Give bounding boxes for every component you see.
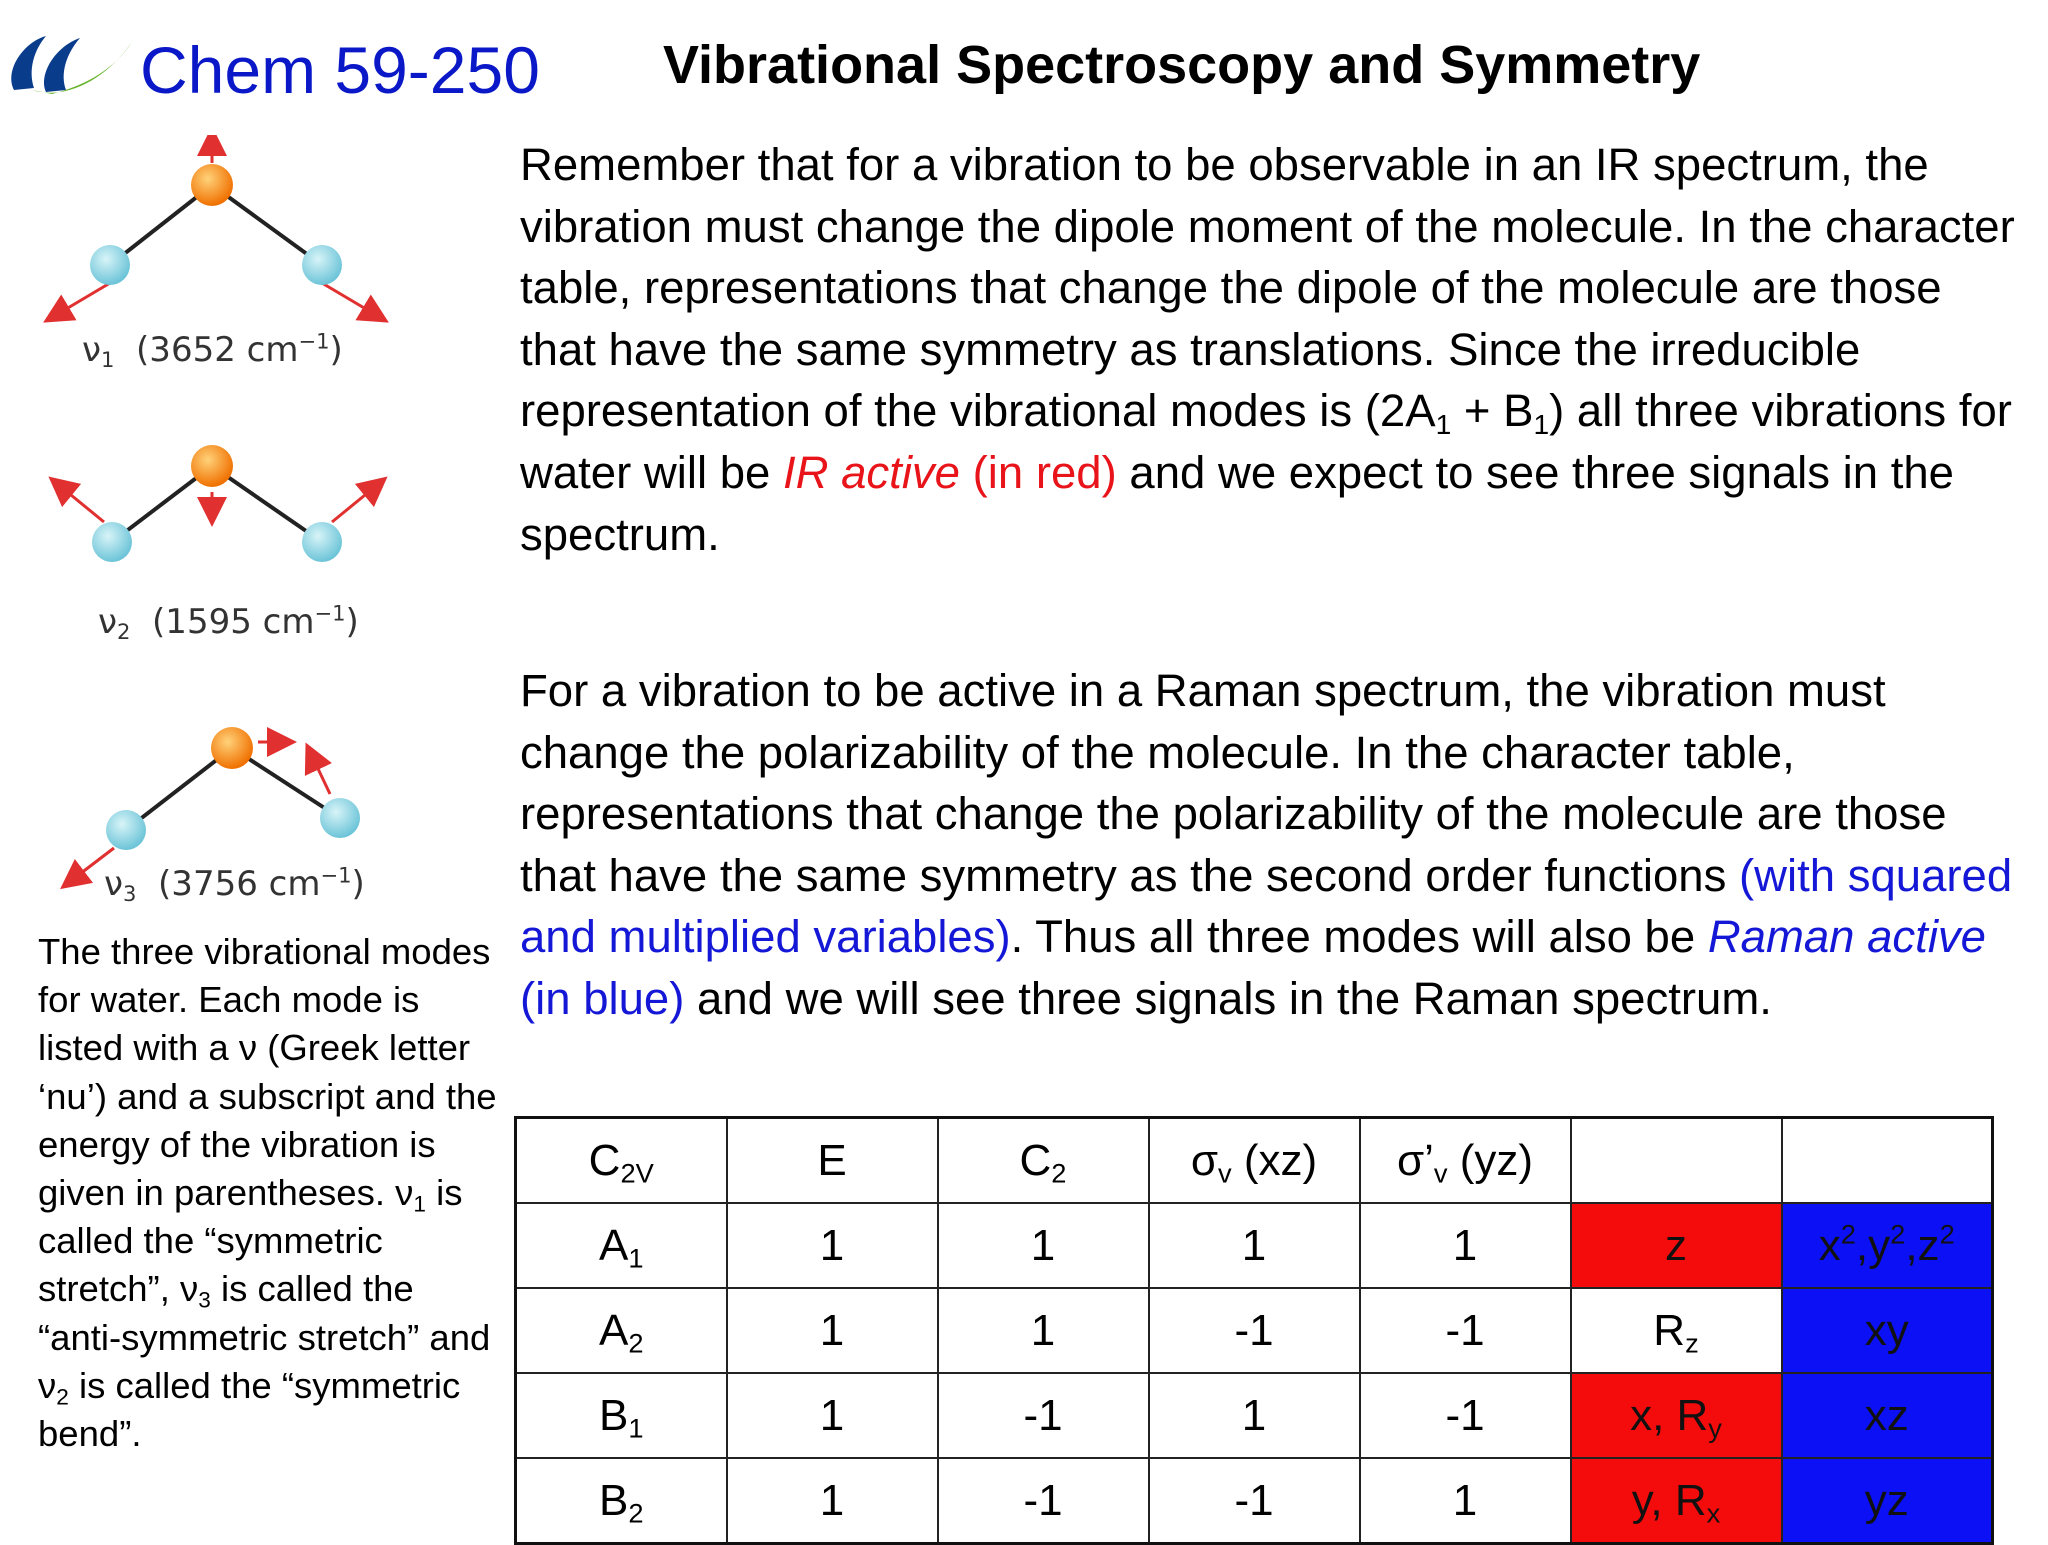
quadratic-function-cell: xz (1780, 1372, 1994, 1459)
irrep-label: A1 (514, 1202, 728, 1289)
character-cell: 1 (1147, 1202, 1361, 1289)
linear-function-cell: Rz (1569, 1287, 1783, 1374)
course-title: Chem 59-250 (140, 33, 540, 107)
irrep-label: B1 (514, 1372, 728, 1459)
figure-caption: The three vibrational modes for water. E… (38, 931, 497, 1455)
mode-label-2: ν2 (1595 cm−1) (98, 600, 359, 644)
table-header-row: C2V E C2 σv (xz) σ’v (yz) (514, 1116, 1994, 1204)
raman-paragraph: For a vibration to be active in a Raman … (520, 665, 2013, 1024)
water-symmetric-bend-diagram (48, 445, 388, 562)
irrep-label: A2 (514, 1287, 728, 1374)
character-cell: 1 (1147, 1372, 1361, 1459)
character-cell: 1 (725, 1202, 939, 1289)
linear-function-cell: x, Ry (1569, 1372, 1783, 1459)
c2v-character-table: C2V E C2 σv (xz) σ’v (yz) A1 1 1 1 1 z x2,y2,z… (514, 1116, 1994, 1545)
character-cell: 1 (936, 1202, 1150, 1289)
header-sigma-v-yz: σ’v (yz) (1358, 1116, 1572, 1204)
irrep-label: B2 (514, 1457, 728, 1545)
character-cell: -1 (936, 1372, 1150, 1459)
character-cell: 1 (725, 1372, 939, 1459)
character-cell: -1 (1358, 1372, 1572, 1459)
water-symmetric-stretch-diagram (43, 135, 389, 323)
linear-function-cell: z (1569, 1202, 1783, 1289)
ir-paragraph: Remember that for a vibration to be obse… (520, 139, 2015, 560)
quadratic-function-cell: yz (1780, 1457, 1994, 1545)
character-cell: 1 (725, 1287, 939, 1374)
character-cell: -1 (1147, 1457, 1361, 1545)
table-row: B2 1 -1 -1 1 y, Rx yz (514, 1457, 1994, 1545)
character-cell: 1 (1358, 1457, 1572, 1545)
character-cell: -1 (936, 1457, 1150, 1545)
mode-label-1: ν1 (3652 cm−1) (82, 328, 343, 372)
header-quadratic-blank (1780, 1116, 1994, 1204)
character-cell: 1 (725, 1457, 939, 1545)
header-point-group: C2V (514, 1116, 728, 1204)
header-sigma-v-xz: σv (xz) (1147, 1116, 1361, 1204)
logo-icon (11, 36, 132, 94)
character-cell: 1 (936, 1287, 1150, 1374)
table-row: A1 1 1 1 1 z x2,y2,z2 (514, 1202, 1994, 1289)
table-row: A2 1 1 -1 -1 Rz xy (514, 1287, 1994, 1374)
character-cell: -1 (1147, 1287, 1361, 1374)
page-title: Vibrational Spectroscopy and Symmetry (663, 35, 1701, 95)
mode-label-3: ν3 (3756 cm−1) (104, 862, 365, 906)
header-E: E (725, 1116, 939, 1204)
quadratic-function-cell: x2,y2,z2 (1780, 1202, 1994, 1289)
header-linear-blank (1569, 1116, 1783, 1204)
header-C2: C2 (936, 1116, 1150, 1204)
linear-function-cell: y, Rx (1569, 1457, 1783, 1545)
water-antisymmetric-stretch-diagram (60, 727, 360, 890)
table-row: B1 1 -1 1 -1 x, Ry xz (514, 1372, 1994, 1459)
quadratic-function-cell: xy (1780, 1287, 1994, 1374)
character-cell: 1 (1358, 1202, 1572, 1289)
character-cell: -1 (1358, 1287, 1572, 1374)
